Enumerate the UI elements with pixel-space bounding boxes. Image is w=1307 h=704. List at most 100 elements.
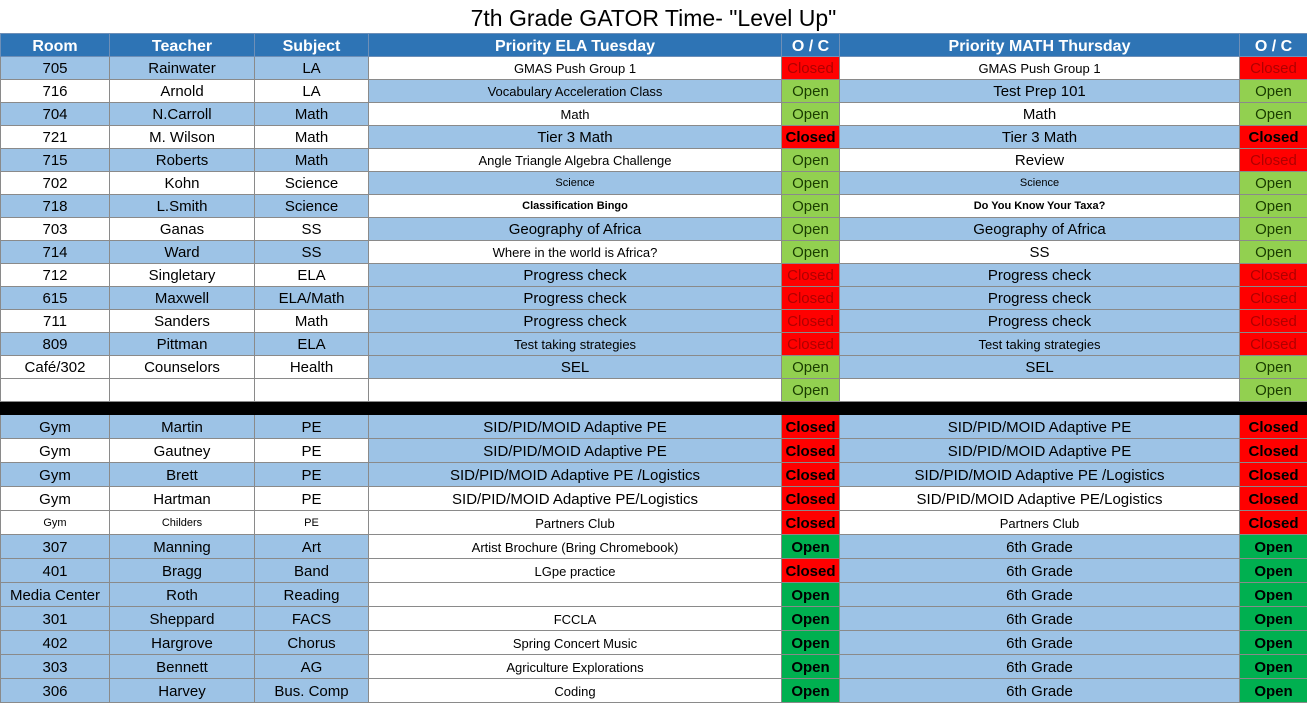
math-activity-cell[interactable]: 6th Grade: [839, 678, 1240, 703]
teacher-cell[interactable]: Sanders: [109, 309, 255, 333]
math-status-cell[interactable]: Closed: [1239, 263, 1307, 287]
math-status-cell[interactable]: Open: [1239, 582, 1307, 607]
math-status-cell[interactable]: Open: [1239, 678, 1307, 703]
math-status-cell[interactable]: Closed: [1239, 486, 1307, 511]
ela-activity-cell[interactable]: Progress check: [368, 286, 782, 310]
math-activity-cell[interactable]: 6th Grade: [839, 606, 1240, 631]
ela-status-cell[interactable]: Open: [781, 630, 840, 655]
room-cell[interactable]: 401: [0, 558, 110, 583]
math-activity-cell[interactable]: 6th Grade: [839, 558, 1240, 583]
room-cell[interactable]: Café/302: [0, 355, 110, 379]
ela-status-cell[interactable]: Closed: [781, 462, 840, 487]
subject-cell[interactable]: Art: [254, 534, 369, 559]
ela-status-cell[interactable]: Closed: [781, 56, 840, 80]
math-status-cell[interactable]: Open: [1239, 534, 1307, 559]
math-status-cell[interactable]: Closed: [1239, 414, 1307, 439]
room-cell[interactable]: 705: [0, 56, 110, 80]
math-status-cell[interactable]: Open: [1239, 171, 1307, 195]
subject-cell[interactable]: FACS: [254, 606, 369, 631]
header-oc-tuesday[interactable]: O / C: [781, 33, 840, 57]
subject-cell[interactable]: PE: [254, 462, 369, 487]
math-activity-cell[interactable]: Science: [839, 171, 1240, 195]
teacher-cell[interactable]: Pittman: [109, 332, 255, 356]
math-status-cell[interactable]: Closed: [1239, 309, 1307, 333]
ela-activity-cell[interactable]: Science: [368, 171, 782, 195]
teacher-cell[interactable]: Bennett: [109, 654, 255, 679]
teacher-cell[interactable]: N.Carroll: [109, 102, 255, 126]
teacher-cell[interactable]: Sheppard: [109, 606, 255, 631]
subject-cell[interactable]: Bus. Comp: [254, 678, 369, 703]
ela-status-cell[interactable]: Closed: [781, 510, 840, 535]
ela-status-cell[interactable]: Open: [781, 79, 840, 103]
ela-activity-cell[interactable]: Test taking strategies: [368, 332, 782, 356]
ela-status-cell[interactable]: Open: [781, 240, 840, 264]
teacher-cell[interactable]: L.Smith: [109, 194, 255, 218]
math-activity-cell[interactable]: Progress check: [839, 263, 1240, 287]
ela-activity-cell[interactable]: Partners Club: [368, 510, 782, 535]
room-cell[interactable]: 703: [0, 217, 110, 241]
teacher-cell[interactable]: Kohn: [109, 171, 255, 195]
ela-activity-cell[interactable]: Spring Concert Music: [368, 630, 782, 655]
ela-activity-cell[interactable]: FCCLA: [368, 606, 782, 631]
ela-status-cell[interactable]: Closed: [781, 438, 840, 463]
subject-cell[interactable]: Math: [254, 125, 369, 149]
teacher-cell[interactable]: Bragg: [109, 558, 255, 583]
math-activity-cell[interactable]: Geography of Africa: [839, 217, 1240, 241]
ela-status-cell[interactable]: Closed: [781, 263, 840, 287]
room-cell[interactable]: 702: [0, 171, 110, 195]
header-subject[interactable]: Subject: [254, 33, 369, 57]
ela-activity-cell[interactable]: Classification Bingo: [368, 194, 782, 218]
ela-activity-cell[interactable]: Tier 3 Math: [368, 125, 782, 149]
teacher-cell[interactable]: Rainwater: [109, 56, 255, 80]
subject-cell[interactable]: Chorus: [254, 630, 369, 655]
ela-status-cell[interactable]: Closed: [781, 286, 840, 310]
room-cell[interactable]: Media Center: [0, 582, 110, 607]
teacher-cell[interactable]: Harvey: [109, 678, 255, 703]
math-status-cell[interactable]: Closed: [1239, 438, 1307, 463]
subject-cell[interactable]: Math: [254, 148, 369, 172]
ela-status-cell[interactable]: Open: [781, 654, 840, 679]
teacher-cell[interactable]: Ganas: [109, 217, 255, 241]
math-status-cell[interactable]: Closed: [1239, 56, 1307, 80]
math-activity-cell[interactable]: Review: [839, 148, 1240, 172]
ela-activity-cell[interactable]: Angle Triangle Algebra Challenge: [368, 148, 782, 172]
math-activity-cell[interactable]: Test Prep 101: [839, 79, 1240, 103]
ela-activity-cell[interactable]: Agriculture Explorations: [368, 654, 782, 679]
room-cell[interactable]: 718: [0, 194, 110, 218]
math-activity-cell[interactable]: Math: [839, 102, 1240, 126]
math-activity-cell[interactable]: 6th Grade: [839, 582, 1240, 607]
math-activity-cell[interactable]: Do You Know Your Taxa?: [839, 194, 1240, 218]
ela-activity-cell[interactable]: [368, 582, 782, 607]
room-cell[interactable]: Gym: [0, 462, 110, 487]
teacher-cell[interactable]: Maxwell: [109, 286, 255, 310]
ela-status-cell[interactable]: Closed: [781, 125, 840, 149]
math-activity-cell[interactable]: Progress check: [839, 309, 1240, 333]
room-cell[interactable]: 721: [0, 125, 110, 149]
math-status-cell[interactable]: Closed: [1239, 286, 1307, 310]
math-status-cell[interactable]: Open: [1239, 355, 1307, 379]
math-status-cell[interactable]: Closed: [1239, 125, 1307, 149]
ela-status-cell[interactable]: Closed: [781, 414, 840, 439]
room-cell[interactable]: 712: [0, 263, 110, 287]
math-activity-cell[interactable]: Partners Club: [839, 510, 1240, 535]
room-cell[interactable]: 809: [0, 332, 110, 356]
teacher-cell[interactable]: Singletary: [109, 263, 255, 287]
ela-status-cell[interactable]: Closed: [781, 309, 840, 333]
math-activity-cell[interactable]: [839, 378, 1240, 402]
math-status-cell[interactable]: Closed: [1239, 332, 1307, 356]
room-cell[interactable]: 711: [0, 309, 110, 333]
room-cell[interactable]: Gym: [0, 510, 110, 535]
subject-cell[interactable]: LA: [254, 56, 369, 80]
math-status-cell[interactable]: Open: [1239, 558, 1307, 583]
subject-cell[interactable]: AG: [254, 654, 369, 679]
teacher-cell[interactable]: Hartman: [109, 486, 255, 511]
ela-activity-cell[interactable]: Coding: [368, 678, 782, 703]
room-cell[interactable]: 303: [0, 654, 110, 679]
room-cell[interactable]: 402: [0, 630, 110, 655]
ela-status-cell[interactable]: Open: [781, 378, 840, 402]
room-cell[interactable]: 716: [0, 79, 110, 103]
ela-status-cell[interactable]: Open: [781, 355, 840, 379]
room-cell[interactable]: 615: [0, 286, 110, 310]
room-cell[interactable]: 704: [0, 102, 110, 126]
math-activity-cell[interactable]: Progress check: [839, 286, 1240, 310]
